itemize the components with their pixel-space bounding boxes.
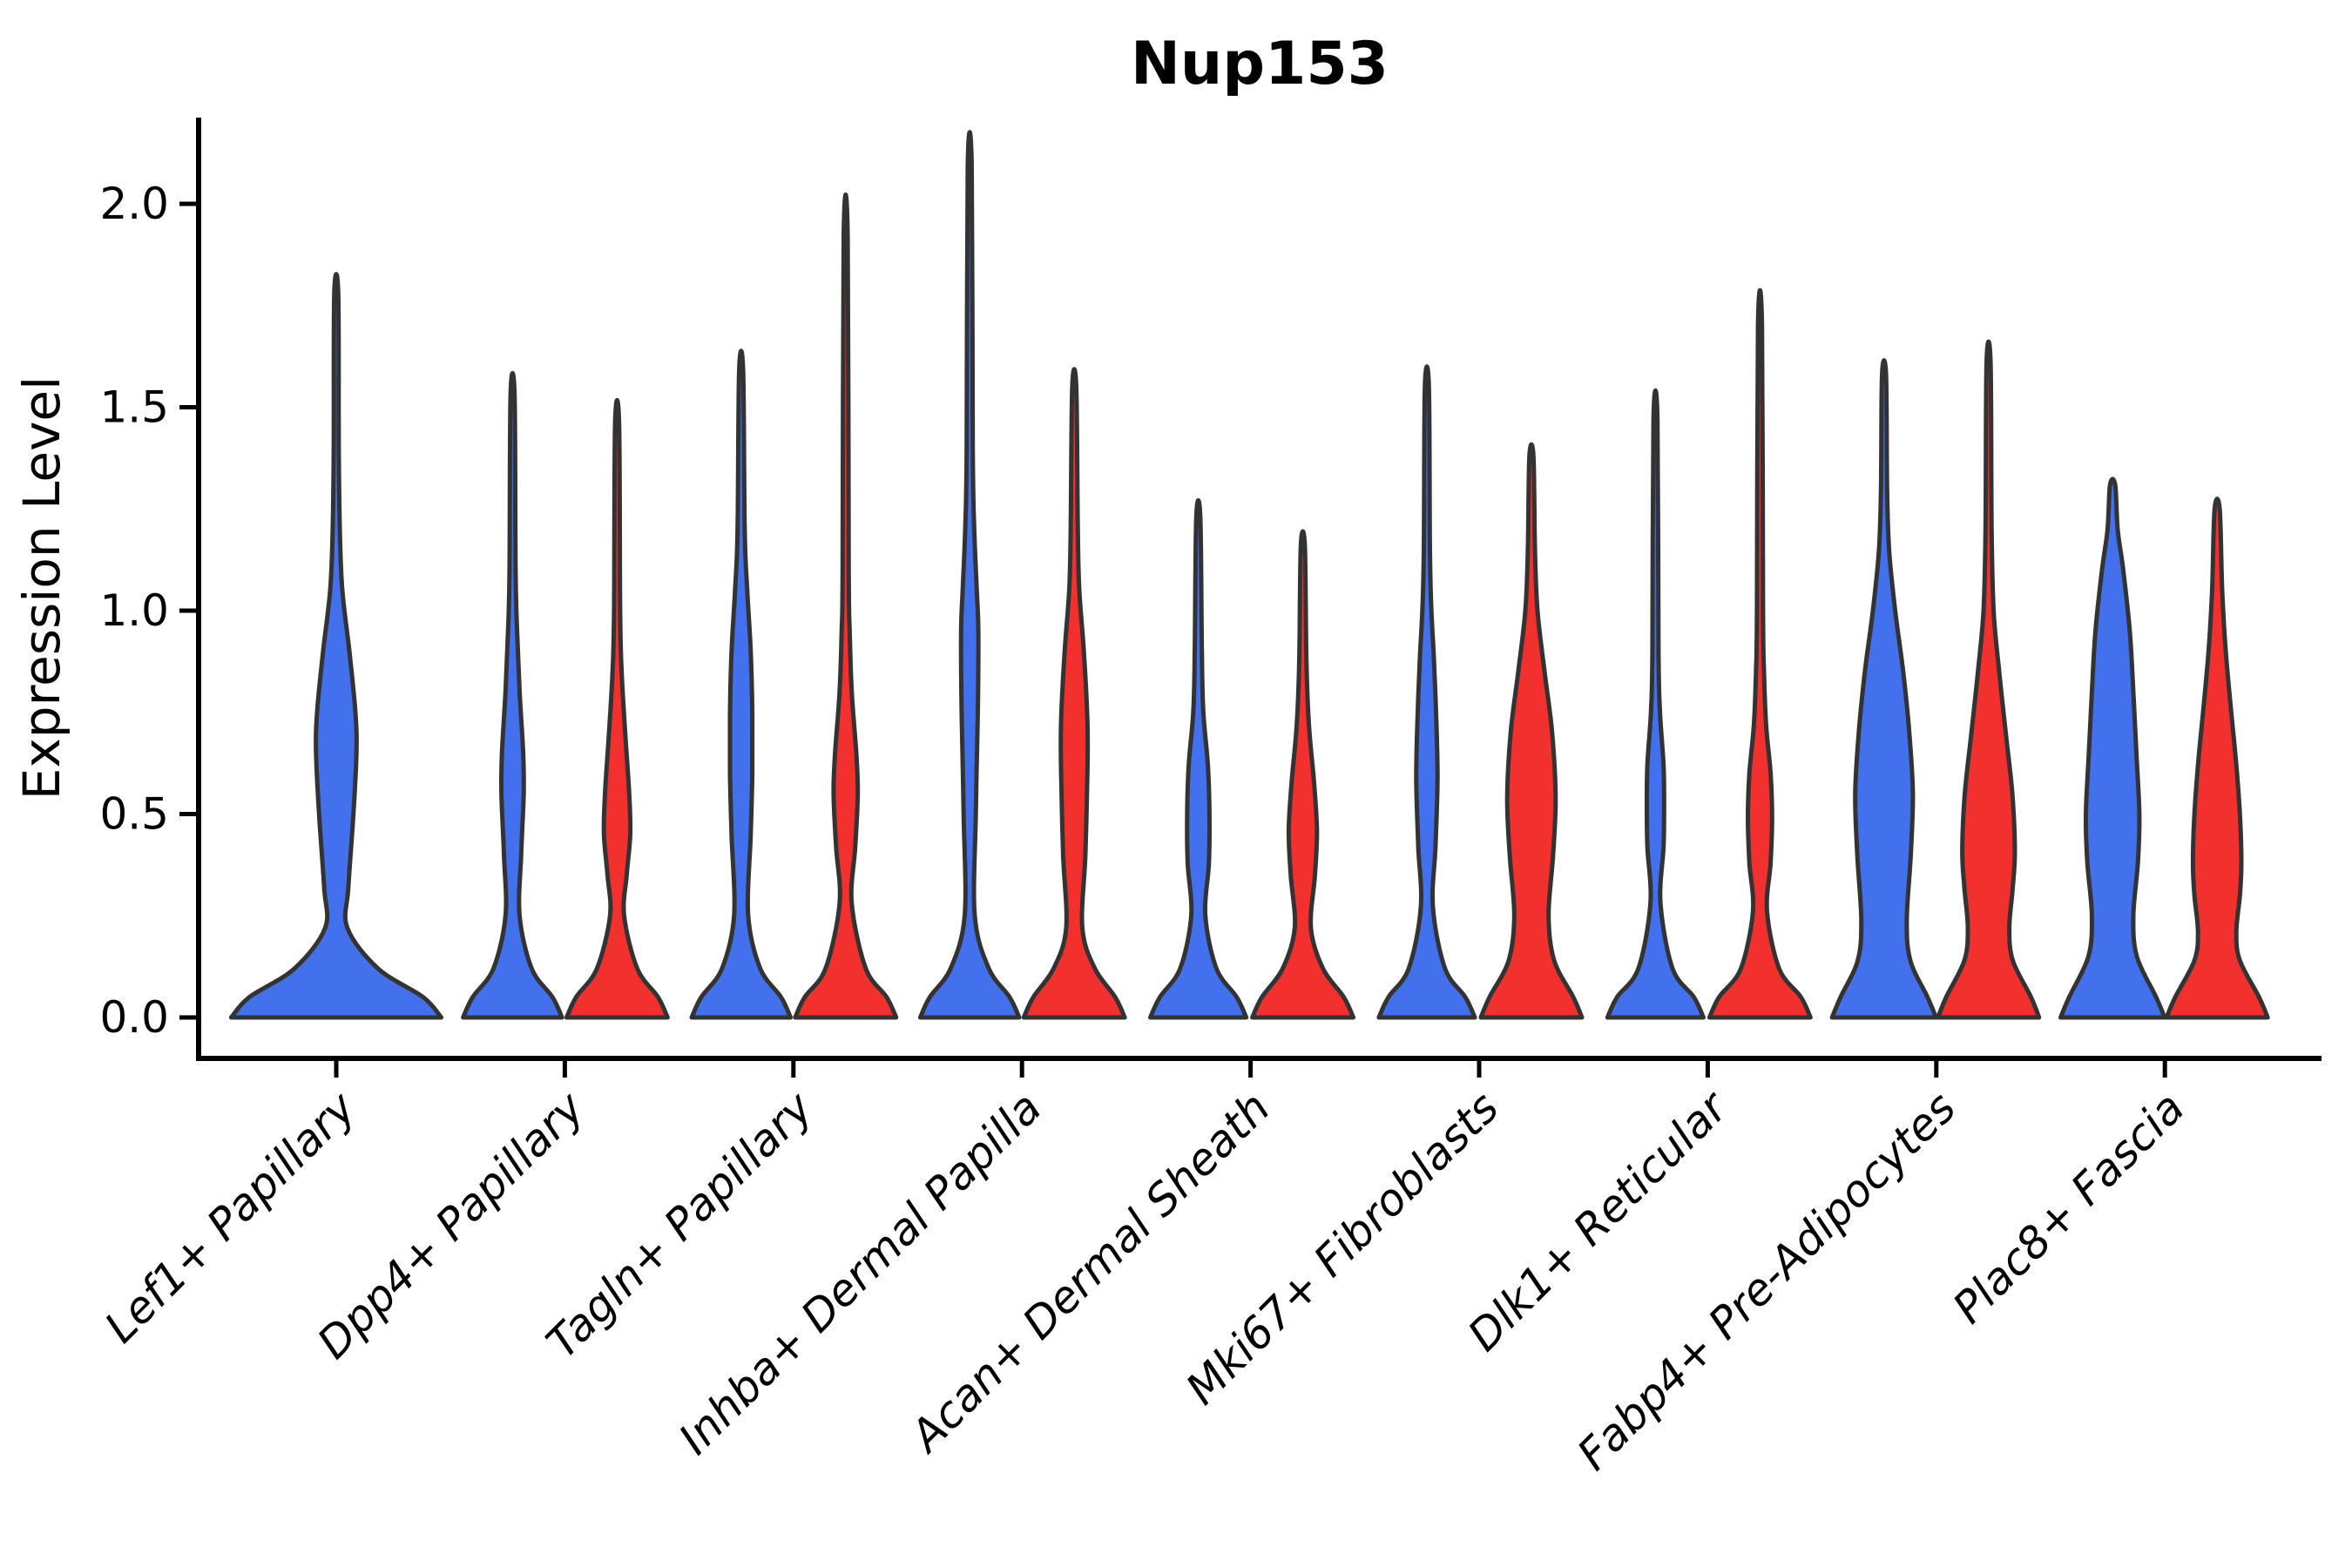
chart-title: Nup153 xyxy=(1131,30,1389,98)
violin-7-red xyxy=(1936,339,2042,1020)
x-tick-label-3: Inhba+ Dermal Papilla xyxy=(669,1082,1051,1463)
violin-3-blue xyxy=(917,130,1022,1020)
violin-6-red xyxy=(1707,288,1813,1020)
y-tick-label: 0.5 xyxy=(99,789,169,840)
violin-5-red xyxy=(1478,442,1585,1020)
y-tick-label: 1.5 xyxy=(99,382,169,433)
violin-1-blue xyxy=(461,371,564,1020)
x-tick-label-0: Lef1+ Papillary xyxy=(95,1081,366,1352)
violin-4-red xyxy=(1250,529,1356,1020)
violin-6-blue xyxy=(1605,388,1706,1020)
violin-3-red xyxy=(1021,367,1127,1020)
violin-8-red xyxy=(2164,497,2270,1020)
y-tick-label: 1.0 xyxy=(99,585,169,636)
y-axis-label: Expression Level xyxy=(12,376,71,800)
violin-4-blue xyxy=(1148,497,1249,1020)
x-tick-label-4: Acan+ Dermal Sheath xyxy=(899,1082,1280,1463)
violin-1-red xyxy=(564,398,670,1020)
y-tick-label: 2.0 xyxy=(99,179,169,229)
x-tick-label-7: Fabp4+ Pre-Adipocytes xyxy=(1568,1082,1966,1480)
axes-layer xyxy=(179,118,2322,1078)
violin-5-blue xyxy=(1376,364,1477,1020)
violins-layer xyxy=(228,130,2270,1020)
violin-7-blue xyxy=(1829,358,1938,1020)
violin-2-blue xyxy=(689,348,794,1020)
violin-0-blue xyxy=(228,272,444,1020)
x-tick-label-8: Plac8+ Fascia xyxy=(1943,1082,2194,1333)
violin-8-blue xyxy=(2058,476,2167,1020)
y-tick-label: 0.0 xyxy=(99,992,169,1043)
violin-2-red xyxy=(793,192,899,1020)
